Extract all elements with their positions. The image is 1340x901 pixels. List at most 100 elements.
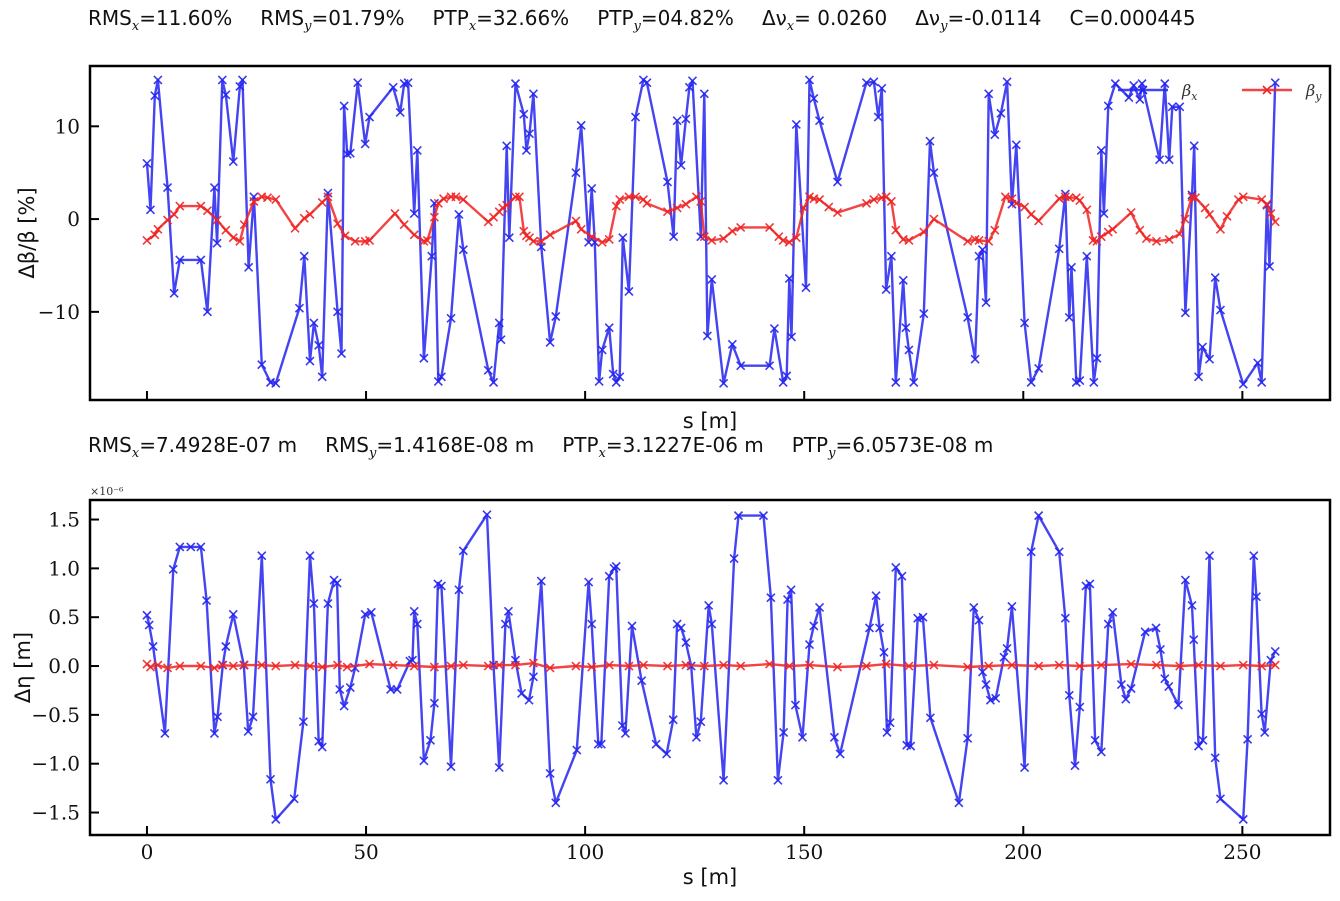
data-point [305,661,315,671]
data-point [1135,94,1145,104]
data-point [824,202,834,212]
data-point [1151,623,1161,633]
data-point [707,619,717,629]
data-point [364,235,375,245]
stat-value: =1.4168E-08 m [376,433,535,457]
stat-base: PTP [432,6,469,30]
data-point [1215,305,1226,315]
data-point [536,236,546,246]
data-point [1108,224,1118,234]
data-point [736,361,746,371]
data-point [494,318,504,328]
data-point [906,741,916,751]
data-point [1233,195,1243,205]
series-y [142,192,1280,247]
data-point [587,183,597,194]
data-point [228,233,238,243]
data-point [1126,659,1136,669]
data-point [984,236,994,246]
stat-value: =01.79% [311,6,405,30]
data-point [999,652,1009,662]
data-point [504,233,514,243]
data-point [545,663,555,673]
data-point [611,561,621,571]
data-point [305,209,315,220]
data-point [758,511,769,521]
y-tick-label: −1.5 [31,801,80,825]
data-point [984,661,994,671]
data-point [1082,251,1092,261]
data-point [791,119,801,130]
data-point [990,130,1000,140]
data-point [642,198,652,208]
y-tick-label: 1.0 [48,556,80,580]
data-point [684,82,694,92]
data-point [1085,579,1095,589]
data-point [360,139,370,149]
data-point [886,251,896,261]
data-point [699,232,709,242]
data-point [676,623,686,633]
data-point [145,662,156,672]
data-point [1200,203,1210,213]
data-point [545,337,555,348]
data-point [786,332,797,342]
data-point [1197,342,1208,352]
data-point [248,712,258,722]
data-point [696,196,706,207]
data-point [332,219,343,229]
data-point [309,598,319,609]
data-point [212,712,223,722]
data-point [873,112,883,122]
data-point [681,114,691,124]
data-point [446,661,456,671]
data-point [891,377,901,387]
data-point [1007,660,1017,670]
data-point [162,182,173,193]
data-point [864,623,875,633]
data-point [545,768,555,779]
chart-panel-2: 0 50 100 150 200 250 −1.5 −1.0 −0.5 0.0 0.5 1.0 1.5 s… [11,485,1332,889]
data-point [662,207,673,217]
data-point [1002,77,1012,87]
data-point [446,762,456,772]
data-point [342,662,352,672]
data-point [779,727,789,738]
data-point [970,354,980,364]
data-point [551,311,561,322]
data-point [1011,198,1021,208]
data-point [502,200,512,210]
data-point [662,749,672,759]
data-point [412,145,422,155]
data-point [323,192,333,202]
data-point [1070,761,1080,771]
data-point [1204,209,1215,220]
data-point [228,661,238,671]
data-point [1238,379,1248,389]
data-point [299,251,309,261]
data-point [1151,660,1162,670]
data-point [981,680,991,690]
stats-line-bottom: RMSx=7.4928E-07 m RMSy=1.4168E-08 m PTPx=3… [88,433,1021,461]
data-point [436,581,446,591]
data-point [429,662,439,672]
data-point [1215,661,1226,671]
data-point [502,141,512,151]
data-point [446,313,456,323]
data-point [305,356,315,366]
data-point [877,83,887,93]
data-point [1129,80,1139,91]
data-point [719,234,729,244]
data-point [615,195,625,205]
data-point [1215,224,1226,234]
data-point [668,715,678,725]
data-point [510,79,521,89]
data-point [929,214,939,224]
data-point [332,578,342,588]
chart-panel-1: −10 0 10 s [m] Δβ/β [%] βx βy [15,64,1332,433]
data-point [729,554,739,564]
data-point [881,285,891,295]
data-point [458,660,468,670]
data-point [175,255,185,265]
stats_top-ptp-x: PTPx=32.66% [432,6,569,34]
